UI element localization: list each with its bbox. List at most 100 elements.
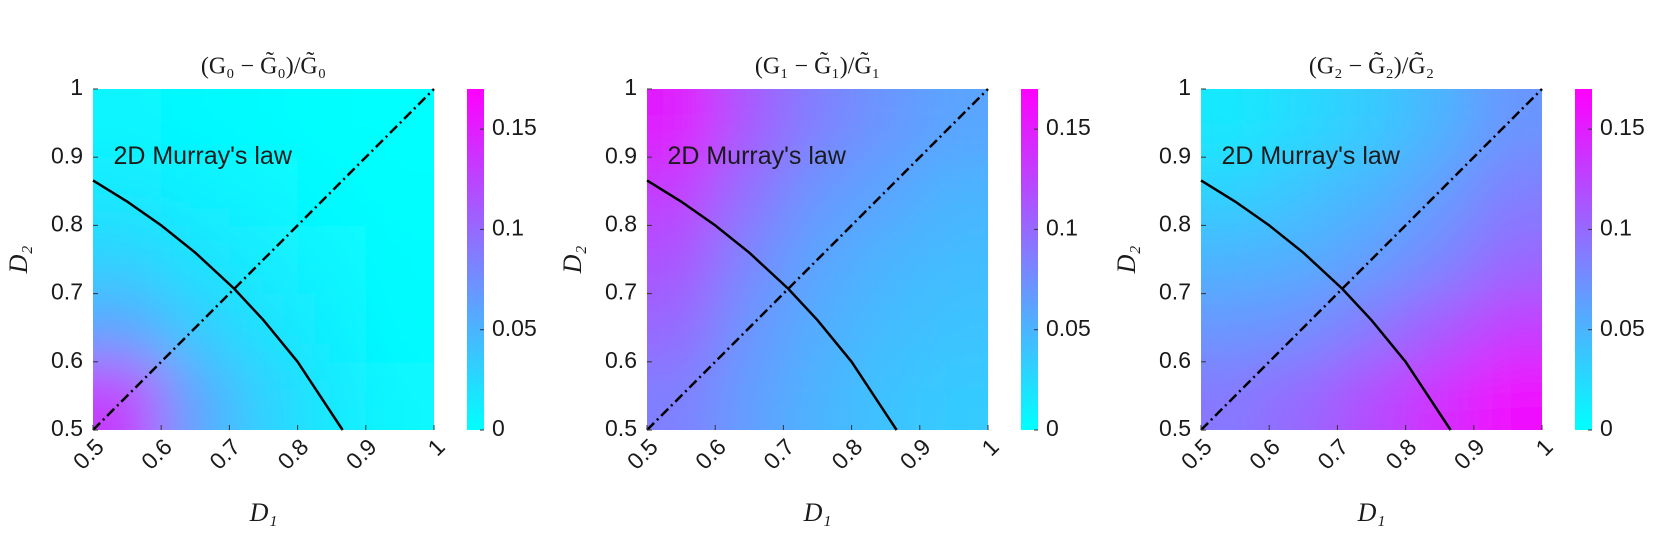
x-tick-label: 0.8 xyxy=(272,433,313,474)
heatmap-cell xyxy=(715,89,784,158)
colorbar xyxy=(1575,89,1592,430)
heatmap-cell xyxy=(93,225,162,295)
y-tick-label: 0.9 xyxy=(605,142,637,168)
line xyxy=(646,88,989,431)
heatmap-cell xyxy=(1201,157,1270,226)
heatmap-cell xyxy=(1405,225,1475,295)
line xyxy=(646,179,898,431)
heatmap-cell xyxy=(715,361,784,430)
x-axis-label: D₁ xyxy=(1357,498,1386,527)
heatmap-cell xyxy=(161,225,230,295)
y-axis-label: D₂ xyxy=(4,246,33,275)
x-tick-label: 0.7 xyxy=(1312,433,1353,474)
colorbar-tick-label: 0.15 xyxy=(492,114,537,140)
y-axis-label: D₂ xyxy=(1112,246,1141,275)
heatmap-cell xyxy=(365,157,434,226)
heatmap-cell xyxy=(1405,293,1475,363)
x-tick-label: 0.9 xyxy=(341,433,382,474)
heatmap-cell xyxy=(297,225,367,295)
heatmap-cell xyxy=(919,157,988,226)
chart-title: (G₁ − G̃₁)/G̃₁ xyxy=(755,52,880,80)
y-tick-label: 0.9 xyxy=(51,142,83,168)
heatmap-cell xyxy=(1473,157,1542,226)
colorbar-tick-label: 0.15 xyxy=(1600,114,1645,140)
heatmap-cells xyxy=(647,89,988,430)
colorbar xyxy=(467,89,484,430)
y-tick-label: 0.6 xyxy=(605,347,637,373)
heatmap-cell xyxy=(647,293,716,363)
heatmap-cell xyxy=(229,293,299,363)
heatmap-cell xyxy=(93,293,162,363)
heatmap-cell xyxy=(229,157,299,226)
y-tick-label: 1 xyxy=(70,74,83,100)
x-tick-label: 0.8 xyxy=(1380,433,1421,474)
y-tick-label: 0.6 xyxy=(1159,347,1191,373)
heatmap-cell xyxy=(1337,89,1407,158)
heatmap-cell xyxy=(1405,361,1475,430)
line xyxy=(92,88,435,431)
colorbar-tick-label: 0 xyxy=(1046,415,1059,441)
x-tick-label: 1 xyxy=(976,433,1003,460)
heatmap-cell xyxy=(229,89,299,158)
heatmap-cell xyxy=(851,89,921,158)
heatmap-cell xyxy=(1269,157,1338,226)
chart-title: (G₀ − G̃₀)/G̃₀ xyxy=(201,52,326,80)
colorbar-tick-label: 0.05 xyxy=(1600,315,1645,341)
line xyxy=(92,179,344,431)
heatmap-cell xyxy=(1337,157,1407,226)
heatmap-cell xyxy=(1473,293,1542,363)
heatmap-cell xyxy=(1337,293,1407,363)
x-tick-label: 1 xyxy=(422,433,449,460)
heatmap-cell xyxy=(365,225,434,295)
colorbar-tick-label: 0 xyxy=(492,415,505,441)
heatmap-cell xyxy=(919,293,988,363)
colorbar xyxy=(1021,89,1038,430)
heatmap-cell xyxy=(161,157,230,226)
annotation: 2D Murray's law xyxy=(667,142,846,170)
colorbar-tick-label: 0.1 xyxy=(1046,214,1078,240)
heatmap-cell xyxy=(297,293,367,363)
heatmap-cell xyxy=(1201,89,1270,158)
heatmap-cell xyxy=(365,293,434,363)
colorbar-tick-label: 0.05 xyxy=(1046,315,1091,341)
heatmap-cell xyxy=(297,89,367,158)
y-tick-label: 1 xyxy=(1178,74,1191,100)
heatmap-cell xyxy=(229,361,299,430)
x-tick-label: 0.7 xyxy=(204,433,245,474)
y-tick-label: 0.7 xyxy=(51,279,83,305)
y-tick-label: 0.5 xyxy=(1159,415,1191,441)
heatmap-cell xyxy=(297,361,367,430)
heatmap-cell xyxy=(161,361,230,430)
heatmap-cell xyxy=(783,293,853,363)
heatmap-cell xyxy=(93,157,162,226)
heatmap xyxy=(1201,89,1542,430)
x-tick-label: 0.8 xyxy=(826,433,867,474)
heatmap-cell xyxy=(851,293,921,363)
colorbar-tick-label: 0.1 xyxy=(492,214,524,240)
heatmap-cells xyxy=(1201,89,1542,430)
x-tick-label: 0.6 xyxy=(1244,433,1285,474)
y-tick-label: 0.8 xyxy=(51,210,83,236)
line xyxy=(1200,179,1452,431)
colorbar-tick-label: 0 xyxy=(1600,415,1613,441)
heatmap-cell xyxy=(1405,89,1475,158)
y-tick-label: 0.5 xyxy=(605,415,637,441)
heatmap-cell xyxy=(1269,89,1338,158)
x-tick-label: 0.6 xyxy=(136,433,177,474)
x-axis-label: D₁ xyxy=(249,498,278,527)
colorbar-tick-label: 0.1 xyxy=(1600,214,1632,240)
heatmap-cell xyxy=(783,89,853,158)
heatmap-cell xyxy=(1201,293,1270,363)
heatmap-cell xyxy=(93,89,162,158)
heatmap-cell xyxy=(1337,361,1407,430)
heatmap-cell xyxy=(161,89,230,158)
colorbar-tick-label: 0.05 xyxy=(492,315,537,341)
line xyxy=(1200,88,1543,431)
y-tick-label: 0.8 xyxy=(605,210,637,236)
y-axis-label: D₂ xyxy=(558,246,587,275)
heatmap-cell xyxy=(783,361,853,430)
heatmap-cell xyxy=(1269,361,1338,430)
heatmap-cell xyxy=(1473,225,1542,295)
x-tick-label: 0.9 xyxy=(1449,433,1490,474)
